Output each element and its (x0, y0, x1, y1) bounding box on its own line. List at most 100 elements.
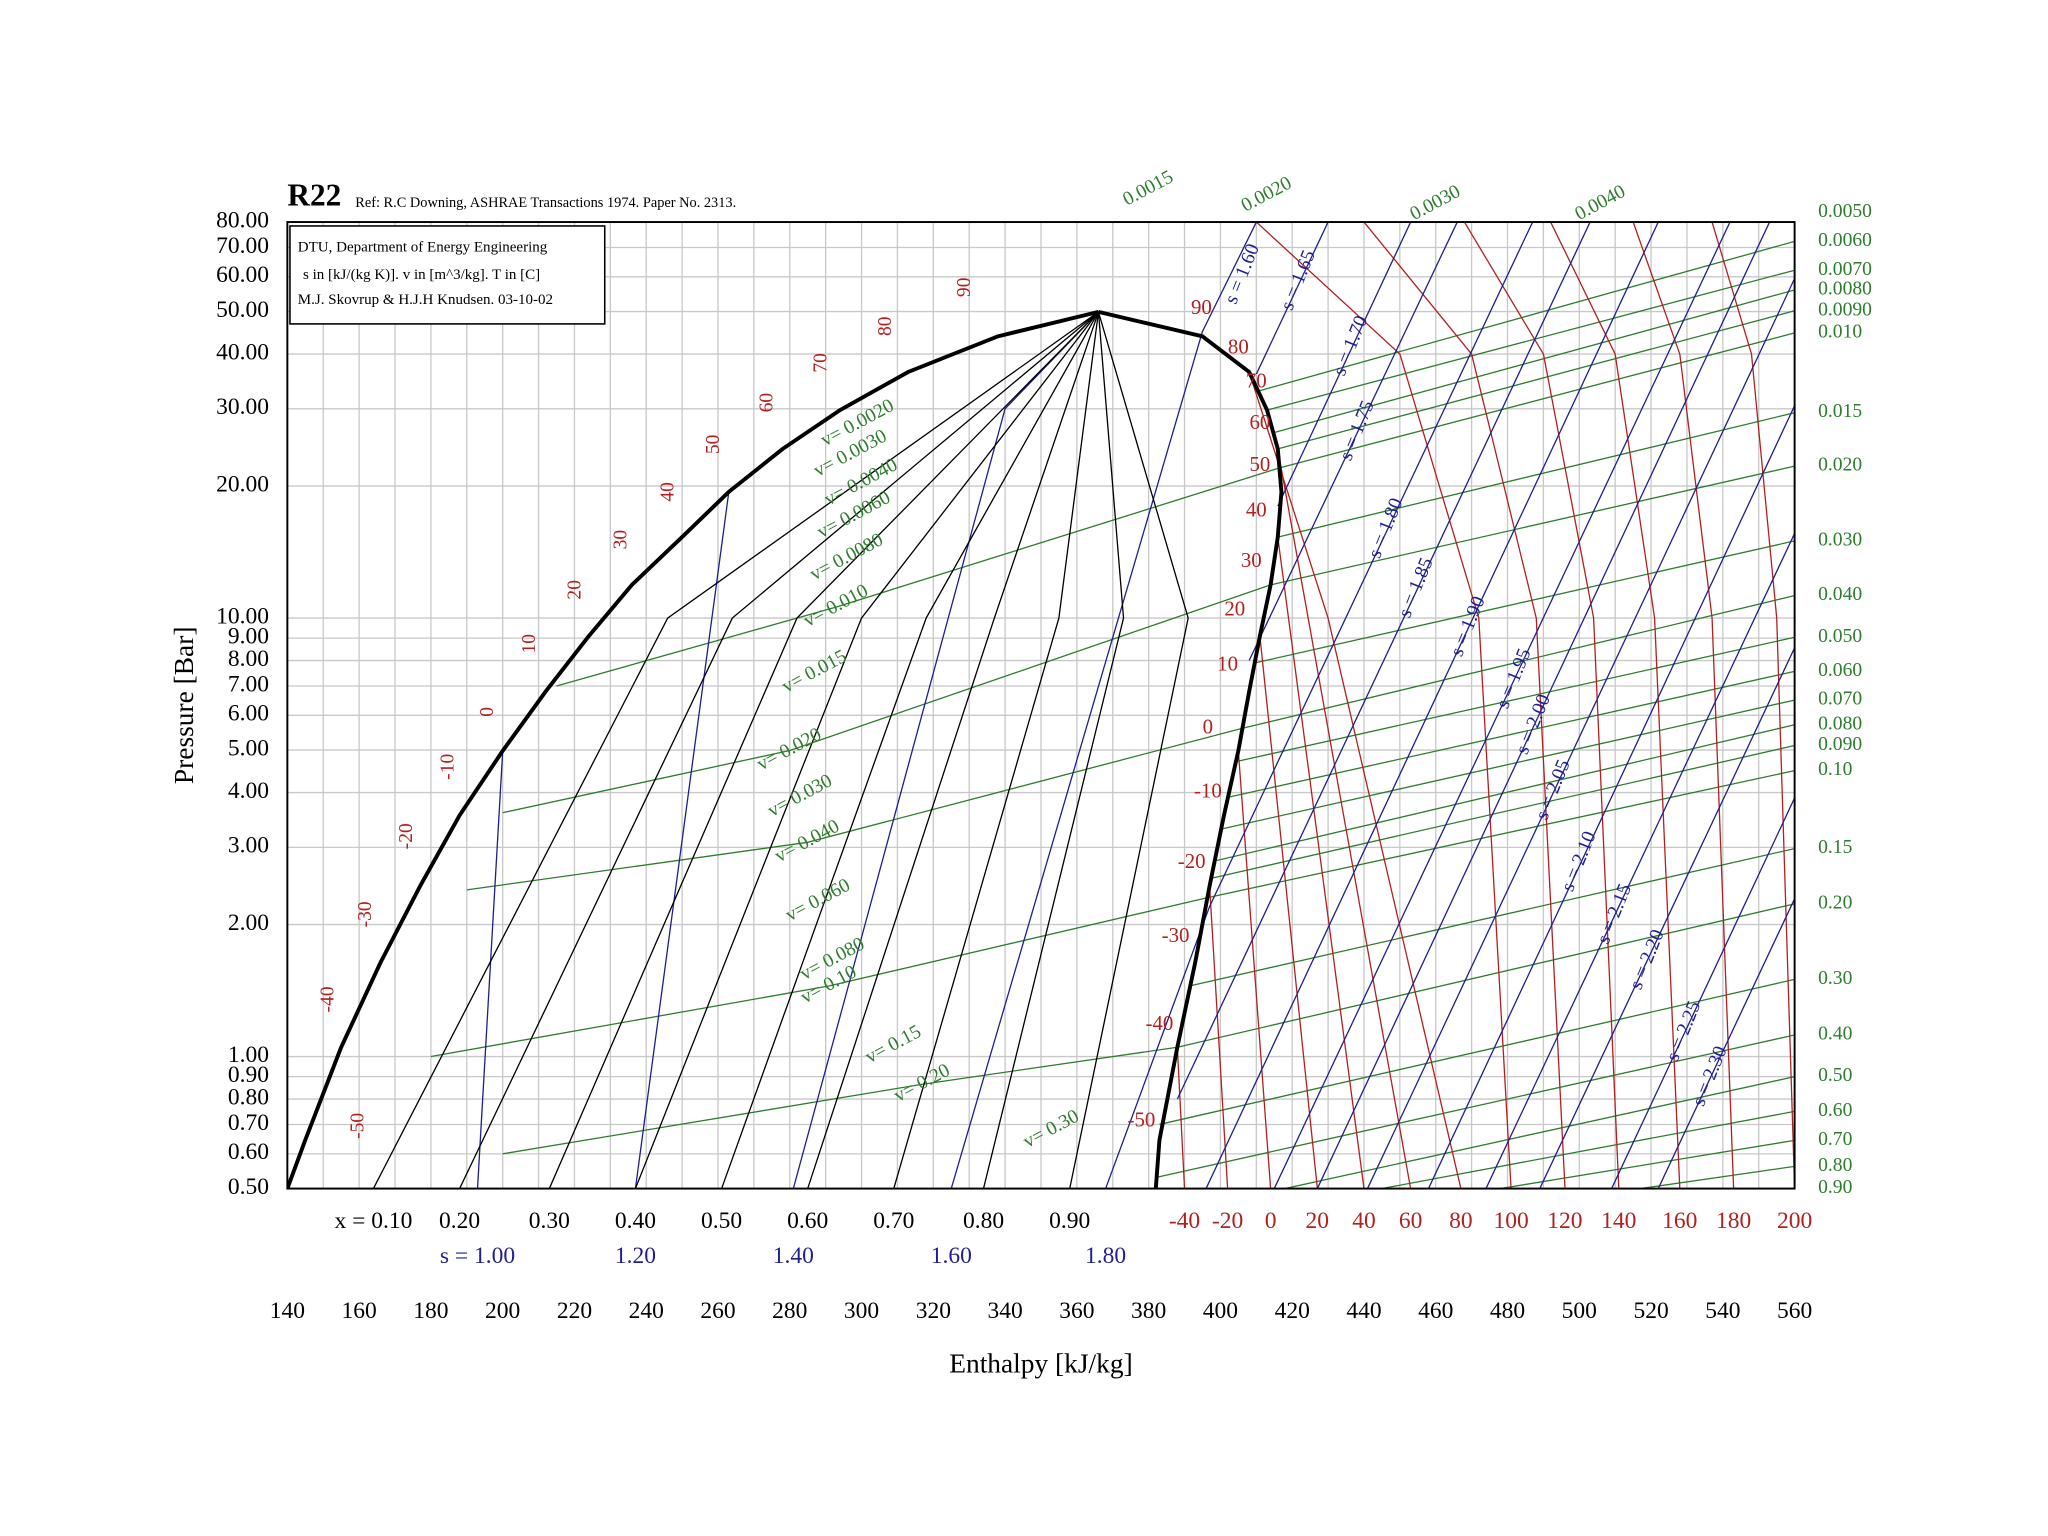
x-tick-label: 320 (916, 1298, 951, 1324)
info-line: s in [kJ/(kg K)]. v in [m^3/kg]. T in [C… (303, 267, 540, 283)
curve-label: 50 (703, 434, 724, 454)
property-line (1248, 371, 1462, 1189)
property-line (893, 311, 1100, 1189)
property-line (1098, 309, 1284, 1189)
y-axis-label: Pressure [Bar] (169, 627, 199, 785)
bottom-row-label: s = 1.00 (440, 1243, 515, 1269)
curve-label: 10 (1217, 652, 1238, 676)
plot-lines (287, 222, 1795, 1189)
property-line (1248, 222, 1458, 661)
chart-subtitle: Ref: R.C Downing, ASHRAE Transactions 19… (355, 195, 736, 211)
y-tick-label: 60.00 (216, 262, 269, 288)
property-line (1220, 699, 1795, 830)
bottom-row-label: 80 (1449, 1208, 1473, 1234)
y-tick-label: 20.00 (216, 471, 269, 497)
curve-label: 0 (1203, 715, 1213, 739)
property-line (1176, 1047, 1186, 1189)
bottom-row-label: 0.80 (963, 1208, 1004, 1234)
property-line (459, 311, 1099, 1189)
property-line (1363, 222, 1566, 1189)
property-line (1539, 647, 1795, 1189)
property-line (1632, 222, 1735, 1189)
y-tick-label: 2.00 (228, 910, 269, 936)
right-label: 0.0060 (1818, 230, 1872, 251)
x-tick-label: 260 (700, 1298, 735, 1324)
right-label: 0.0050 (1818, 201, 1872, 222)
x-tick-label: 460 (1418, 1298, 1453, 1324)
right-label: 0.80 (1818, 1155, 1852, 1176)
bottom-row-label: 20 (1306, 1208, 1330, 1234)
property-line (807, 311, 1100, 1189)
y-tick-label: 10.00 (216, 603, 269, 629)
curve-label: -20 (1178, 849, 1206, 873)
curve-label: 50 (1249, 452, 1270, 476)
curve-label: 80 (1228, 335, 1249, 359)
y-tick-label: 7.00 (228, 671, 269, 697)
property-line (1657, 898, 1795, 1189)
property-line (1277, 448, 1412, 1189)
x-tick-label: 200 (485, 1298, 520, 1324)
property-line (1270, 465, 1795, 586)
property-line (982, 311, 1125, 1189)
bottom-row-label: -40 (1169, 1208, 1200, 1234)
right-label: 0.090 (1818, 734, 1862, 755)
property-line (1216, 724, 1795, 862)
right-label: 0.060 (1818, 660, 1862, 681)
y-tick-label: 0.80 (228, 1084, 269, 1110)
curve-label: 40 (657, 482, 678, 502)
property-line (372, 311, 1099, 1189)
property-line (1155, 1034, 1795, 1179)
property-line (1485, 533, 1795, 1189)
curve-label: -50 (348, 1113, 369, 1139)
property-line (287, 309, 1099, 1189)
y-tick-label: 4.00 (228, 778, 269, 804)
y-tick-label: 0.50 (228, 1174, 269, 1200)
property-line (1208, 885, 1229, 1189)
info-line: DTU, Department of Energy Engineering (298, 240, 548, 256)
y-tick-label: 3.00 (228, 833, 269, 859)
property-line (1266, 269, 1795, 411)
x-tick-label: 520 (1633, 1298, 1668, 1324)
bottom-row-label: 120 (1547, 1208, 1582, 1234)
right-label: 0.015 (1818, 401, 1862, 422)
property-line (950, 222, 1257, 1189)
y-tick-label: 6.00 (228, 701, 269, 727)
curve-label: -40 (1145, 1011, 1173, 1035)
right-label: 0.0090 (1818, 299, 1872, 320)
y-tick-label: 80.00 (216, 207, 269, 233)
x-tick-label: 440 (1346, 1298, 1381, 1324)
right-label: 0.30 (1818, 968, 1852, 989)
bottom-row-label: 0.50 (701, 1208, 742, 1234)
curve-label: -20 (396, 823, 417, 849)
bottom-row-label: 200 (1777, 1208, 1812, 1234)
info-box (289, 225, 606, 325)
curve-label: 20 (564, 580, 585, 600)
bottom-row-label: -20 (1212, 1208, 1243, 1234)
bottom-row-label: 100 (1493, 1208, 1528, 1234)
curve-label: 70 (1246, 369, 1267, 393)
curve-label: 60 (1249, 410, 1270, 434)
property-line (1277, 222, 1412, 507)
x-tick-label: 340 (987, 1298, 1022, 1324)
x-tick-label: 240 (629, 1298, 664, 1324)
curve-label: 70 (811, 353, 832, 373)
chart-title: R22 (287, 178, 341, 213)
curve-label: 10 (519, 634, 540, 654)
bottom-row-label: 160 (1662, 1208, 1697, 1234)
right-label: 0.60 (1818, 1100, 1852, 1121)
bottom-row-label: x = 0.10 (335, 1208, 413, 1234)
right-label: 0.020 (1818, 455, 1862, 476)
right-label: 0.50 (1818, 1065, 1852, 1086)
property-line (1274, 289, 1795, 434)
property-line (1237, 750, 1272, 1189)
right-label: 0.0070 (1818, 259, 1872, 280)
bottom-row-label: 1.60 (931, 1243, 972, 1269)
x-tick-label: 480 (1490, 1298, 1525, 1324)
bottom-row-label: 0.20 (439, 1208, 480, 1234)
property-line (1640, 1165, 1795, 1189)
curve-label: -50 (1128, 1108, 1156, 1132)
bottom-row-label: 60 (1399, 1208, 1423, 1234)
property-line (476, 750, 504, 1189)
property-line (1176, 222, 1591, 1100)
